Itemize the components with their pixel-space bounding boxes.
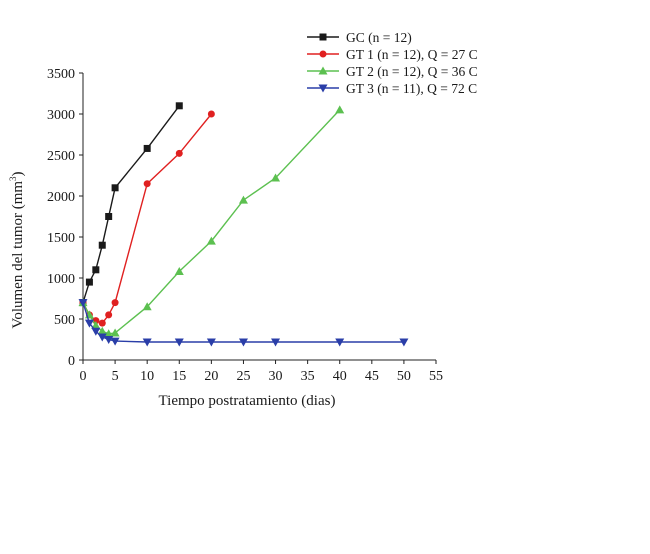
y-tick-label: 2500 bbox=[47, 149, 75, 164]
data-point-triangle-up-marker bbox=[91, 321, 101, 330]
data-point-circle-marker bbox=[111, 299, 119, 307]
x-tick-label: 45 bbox=[365, 369, 379, 384]
x-tick-label: 30 bbox=[269, 369, 283, 384]
data-point-triangle-up-marker bbox=[104, 329, 114, 338]
legend: GC (n = 12) GT 1 (n = 12), Q = 27 C GT 2 (… bbox=[307, 30, 478, 96]
x-tick-label: 25 bbox=[236, 369, 250, 384]
legend-label: GT 3 (n = 11), Q = 72 C bbox=[346, 81, 477, 96]
series-2 bbox=[79, 110, 215, 327]
x-tick-label: 15 bbox=[172, 369, 186, 384]
data-point-triangle-down-marker bbox=[78, 299, 88, 308]
legend-label: GT 2 (n = 12), Q = 36 C bbox=[346, 64, 478, 79]
data-point-triangle-up-marker bbox=[238, 195, 248, 204]
data-point-triangle-down-marker bbox=[142, 338, 152, 347]
y-tick-label: 3500 bbox=[47, 67, 75, 82]
data-point-circle-marker bbox=[143, 180, 151, 188]
legend-entry: GT 2 (n = 12), Q = 36 C bbox=[307, 64, 478, 79]
legend-label: GC (n = 12) bbox=[346, 30, 412, 45]
data-point-triangle-up-marker bbox=[174, 266, 184, 275]
data-point-triangle-up-marker bbox=[206, 236, 216, 245]
legend-entry: GT 3 (n = 11), Q = 72 C bbox=[307, 81, 477, 96]
x-tick-label: 50 bbox=[397, 369, 411, 384]
y-tick-label: 3000 bbox=[47, 108, 75, 123]
data-point-circle-marker bbox=[105, 311, 113, 319]
data-point-triangle-up-marker bbox=[271, 173, 281, 182]
data-point-triangle-down-marker bbox=[238, 338, 248, 347]
x-tick-label: 10 bbox=[140, 369, 154, 384]
data-point-circle-marker bbox=[207, 110, 215, 118]
x-tick-label: 40 bbox=[333, 369, 347, 384]
y-tick-label: 1500 bbox=[47, 231, 75, 246]
series-4 bbox=[78, 299, 409, 347]
data-point-triangle-down-marker bbox=[206, 338, 216, 347]
x-tick-label: 35 bbox=[301, 369, 315, 384]
y-tick-label: 1000 bbox=[47, 272, 75, 287]
data-point-circle-marker bbox=[98, 319, 106, 327]
data-point-circle-marker bbox=[319, 50, 327, 58]
y-tick-label: 0 bbox=[68, 354, 75, 369]
data-point-triangle-down-marker bbox=[174, 338, 184, 347]
data-point-triangle-down-marker bbox=[318, 84, 328, 93]
plot-area bbox=[78, 102, 409, 347]
legend-entry: GC (n = 12) bbox=[307, 30, 412, 45]
data-point-square-marker bbox=[85, 278, 93, 286]
x-axis-label: Tiempo postratamiento (dias) bbox=[159, 393, 336, 409]
legend-label: GT 1 (n = 12), Q = 27 C bbox=[346, 47, 478, 62]
x-tick-label: 5 bbox=[112, 369, 119, 384]
data-point-triangle-down-marker bbox=[97, 333, 107, 342]
data-point-triangle-down-marker bbox=[110, 337, 120, 346]
y-tick-label: 500 bbox=[54, 313, 75, 328]
data-point-square-marker bbox=[175, 102, 183, 110]
data-point-triangle-up-marker bbox=[318, 66, 328, 75]
data-point-triangle-up-marker bbox=[335, 105, 345, 114]
x-tick-label: 20 bbox=[204, 369, 218, 384]
data-point-triangle-down-marker bbox=[271, 338, 281, 347]
series-line bbox=[82, 302, 404, 343]
data-point-circle-marker bbox=[175, 149, 183, 157]
data-point-square-marker bbox=[98, 241, 106, 249]
series-line bbox=[82, 109, 341, 335]
data-point-triangle-up-marker bbox=[97, 326, 107, 335]
x-tick-label: 0 bbox=[80, 369, 87, 384]
data-point-square-marker bbox=[92, 266, 100, 274]
data-point-triangle-down-marker bbox=[335, 338, 345, 347]
data-point-triangle-down-marker bbox=[399, 338, 409, 347]
legend-entry: GT 1 (n = 12), Q = 27 C bbox=[307, 47, 478, 62]
data-point-triangle-up-marker bbox=[110, 328, 120, 337]
y-tick-label: 2000 bbox=[47, 190, 75, 205]
data-point-square-marker bbox=[143, 144, 151, 152]
y-axis-label-superscript: 3 bbox=[8, 176, 18, 181]
data-point-triangle-down-marker bbox=[84, 319, 94, 328]
data-point-square-marker bbox=[105, 213, 113, 220]
data-point-triangle-down-marker bbox=[91, 327, 101, 336]
y-axis-label-close: ) bbox=[10, 171, 26, 176]
data-point-square-marker bbox=[319, 33, 327, 41]
y-axis-label-main: Volumen del tumor (mm bbox=[10, 181, 26, 329]
x-tick-label: 55 bbox=[429, 369, 443, 384]
y-axis-label: Volumen del tumor (mm3) bbox=[8, 171, 26, 328]
data-point-triangle-up-marker bbox=[142, 302, 152, 311]
series-1 bbox=[79, 102, 183, 307]
axes: 0 5 10 15 20 25 30 35 40 45 50 55 0 500 1000 1500 2000 25… bbox=[47, 67, 443, 384]
data-point-square-marker bbox=[111, 184, 119, 192]
